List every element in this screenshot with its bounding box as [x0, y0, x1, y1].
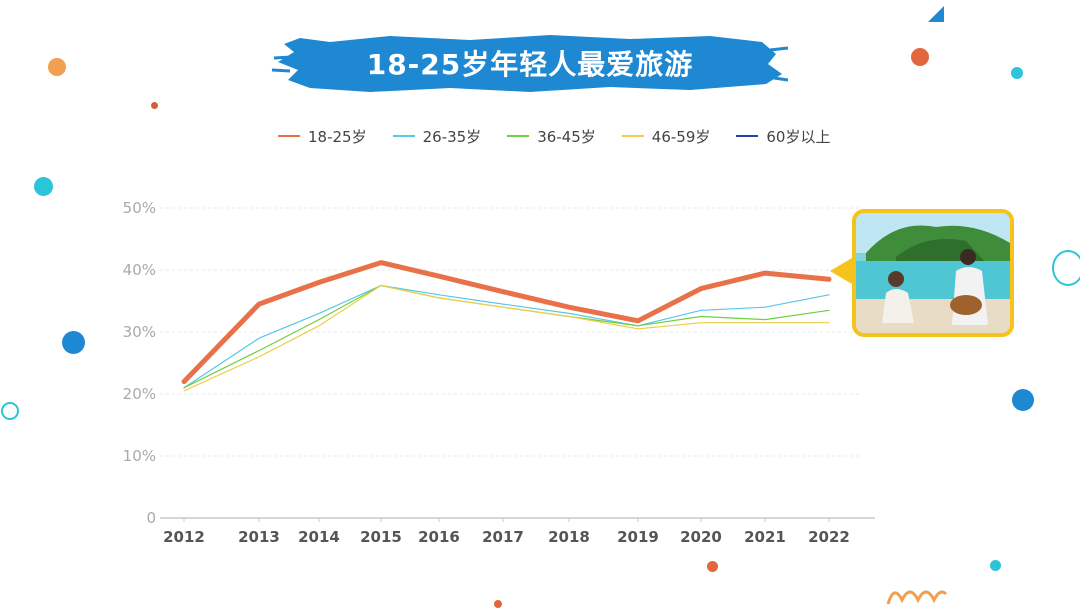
decor-ring [1052, 250, 1080, 286]
decor-squiggle [886, 590, 948, 605]
legend-swatch [736, 135, 759, 137]
x-tick-label: 2017 [482, 528, 524, 546]
x-tick-label: 2018 [548, 528, 590, 546]
legend-item[interactable]: 18-25岁 [278, 126, 367, 147]
y-tick-label: 40% [123, 261, 156, 279]
decor-dot [48, 58, 66, 76]
x-tick-label: 2022 [808, 528, 850, 546]
legend-item[interactable]: 46-59岁 [621, 126, 711, 147]
y-tick-label: 10% [123, 447, 156, 465]
series-line [183, 284, 830, 389]
legend-swatch [621, 135, 644, 137]
legend-label: 46-59岁 [651, 127, 711, 146]
x-tick-label: 2020 [680, 528, 722, 546]
x-tick-label: 2015 [360, 528, 402, 546]
y-tick-label: 30% [123, 323, 156, 341]
photo-pointer [830, 258, 852, 284]
legend-swatch [278, 135, 300, 137]
decor-triangle [928, 6, 944, 22]
chart-legend: 18-25岁 26-35岁 36-45岁 46-59岁 60岁以上 [278, 124, 830, 148]
x-tick-label: 2016 [418, 528, 460, 546]
legend-swatch [392, 135, 415, 137]
legend-swatch [507, 135, 530, 137]
decor-dot [707, 561, 718, 572]
decor-dot [911, 48, 929, 66]
x-tick-label: 2013 [238, 528, 280, 546]
beach-photo-icon [856, 213, 1010, 333]
legend-item[interactable]: 36-45岁 [507, 126, 596, 147]
series-line [183, 284, 830, 389]
decor-dot [494, 600, 502, 608]
title-banner [271, 35, 789, 92]
decor-dot [62, 331, 85, 354]
x-tick-label: 2021 [744, 528, 786, 546]
series-line [181, 260, 832, 385]
decor-dot [1011, 67, 1023, 79]
x-tick-label: 2019 [617, 528, 659, 546]
legend-label: 18-25岁 [308, 127, 367, 146]
legend-label: 26-35岁 [422, 127, 482, 146]
legend-item[interactable]: 26-35岁 [392, 126, 482, 147]
x-tick-label: 2012 [163, 528, 205, 546]
decor-dot [34, 177, 53, 196]
chart-title: 18-25岁年轻人最爱旅游 [366, 48, 694, 81]
decor-dot [1012, 389, 1034, 411]
x-tick-label: 2014 [298, 528, 340, 546]
decor-ring [1, 402, 19, 420]
y-tick-label: 0 [146, 509, 156, 527]
y-tick-label: 50% [123, 199, 156, 217]
y-tick-label: 20% [123, 385, 156, 403]
legend-label: 60岁以上 [766, 127, 831, 146]
decor-dot [151, 102, 158, 109]
series-line [183, 284, 830, 392]
legend-label: 36-45岁 [537, 127, 596, 146]
legend-item[interactable]: 60岁以上 [736, 126, 830, 147]
decor-dot [990, 560, 1001, 571]
beach-photo [852, 209, 1014, 337]
